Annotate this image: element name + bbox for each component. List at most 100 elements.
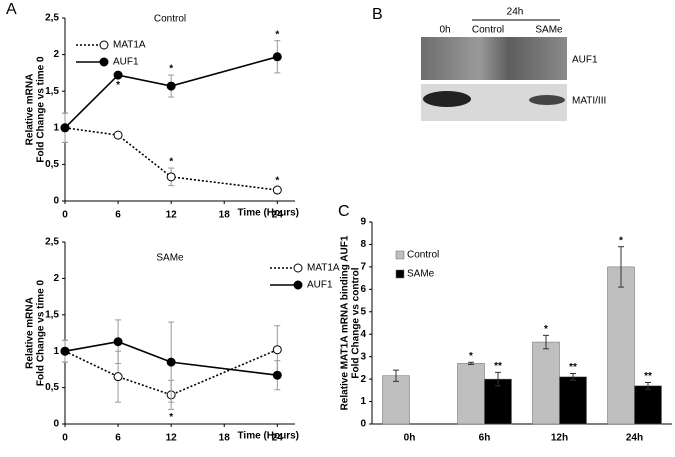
y-tick-label: 1 [53,346,59,357]
significance-star: ** [494,361,502,372]
y-axis-label: Relative mRNA [25,74,36,146]
lane-label: Control [472,25,504,36]
data-point [272,370,282,380]
y-tick-label: 2 [360,374,366,385]
y-tick-label: 3 [360,351,366,362]
y-tick-label: 9 [360,217,366,228]
data-point [113,130,123,140]
chart-title: Control [154,14,186,25]
x-tick-label: 24h [626,433,643,444]
significance-star: ** [569,362,577,373]
significance-star: * [116,80,120,91]
bar [559,376,587,425]
x-tick-label: 18 [219,433,231,444]
legend-marker [99,57,109,67]
significance-star: ** [644,371,652,382]
panel-label: C [338,203,350,220]
legend-marker [293,263,303,273]
y-tick-label: 2,5 [45,237,59,248]
x-axis-label: Time (Hours) [238,431,300,442]
data-point [272,185,282,195]
x-tick-label: 12 [166,433,178,444]
x-tick-label: 6h [479,433,491,444]
x-axis-label: Time (Hours) [238,208,300,219]
band-label: MATI/III [572,96,606,107]
significance-star: * [619,235,623,246]
data-point [166,357,176,367]
series-line [64,340,278,377]
data-point [166,81,176,91]
blot-band [423,91,471,107]
lane-label: 0h [439,25,450,36]
y-tick-label: 6 [360,284,366,295]
data-point [60,123,70,133]
y-tick-label: 1 [360,396,366,407]
panel-label: A [6,1,17,18]
data-point [272,345,282,355]
y-tick-label: 2 [53,49,59,60]
x-tick-label: 0 [62,210,68,221]
x-tick-label: 12h [551,433,568,444]
bar [382,375,410,425]
y-axis-label: Fold Change vs control [351,267,362,378]
x-tick-label: 0 [62,433,68,444]
chart-title: SAMe [156,253,184,264]
bar [532,341,560,425]
significance-star: * [169,64,173,75]
y-tick-label: 0,5 [45,382,59,393]
y-tick-label: 0 [53,419,59,430]
x-tick-label: 6 [115,433,121,444]
band-label: AUF1 [572,55,598,66]
y-tick-label: 0 [360,419,366,430]
y-axis-label: Fold Change vs time 0 [36,56,47,163]
x-tick-label: 24 [272,210,284,221]
data-point [166,172,176,182]
significance-star: * [275,176,279,187]
western-blot: 0h 24h Control SAMe AUF1 MATI/III [421,7,606,121]
data-point [113,70,123,80]
y-axis-label: Relative mRNA [25,297,36,369]
x-tick-label: 0h [404,433,416,444]
y-tick-label: 2,5 [45,13,59,24]
legend-marker [293,280,303,290]
legend-label: MAT1A [307,263,340,274]
significance-star: * [169,412,173,423]
bar [634,385,662,425]
data-point [113,337,123,347]
y-tick-label: 0,5 [45,159,59,170]
legend-label: AUF1 [113,57,139,68]
legend-swatch [395,269,405,279]
y-axis-label: Fold Change vs time 0 [36,279,47,386]
lane-label: 24h [507,7,524,18]
y-tick-label: 1,5 [45,309,59,320]
y-tick-label: 0 [53,196,59,207]
significance-star: * [169,157,173,168]
blot-image [421,37,567,80]
y-tick-label: 7 [360,262,366,273]
legend-marker [99,40,109,50]
y-tick-label: 2 [53,273,59,284]
series-line [64,349,278,396]
blot-band [529,95,565,105]
y-tick-label: 1,5 [45,86,59,97]
data-point [113,372,123,382]
legend-label: Control [407,250,439,261]
y-tick-label: 1 [53,122,59,133]
data-point [272,52,282,62]
y-tick-label: 8 [360,239,366,250]
series-line [64,56,278,129]
significance-star: * [544,324,548,335]
x-tick-label: 24 [272,433,284,444]
legend-swatch [395,250,405,260]
legend-label: SAMe [407,269,435,280]
lane-label: SAMe [535,25,563,36]
x-tick-label: 12 [166,210,178,221]
x-tick-label: 18 [219,210,231,221]
y-axis-label: Relative MAT1A mRNA binding AUF1 [340,235,351,410]
legend-label: AUF1 [307,280,333,291]
data-point [60,346,70,356]
bar [457,363,485,425]
x-tick-label: 6 [115,210,121,221]
significance-star: * [275,29,279,40]
